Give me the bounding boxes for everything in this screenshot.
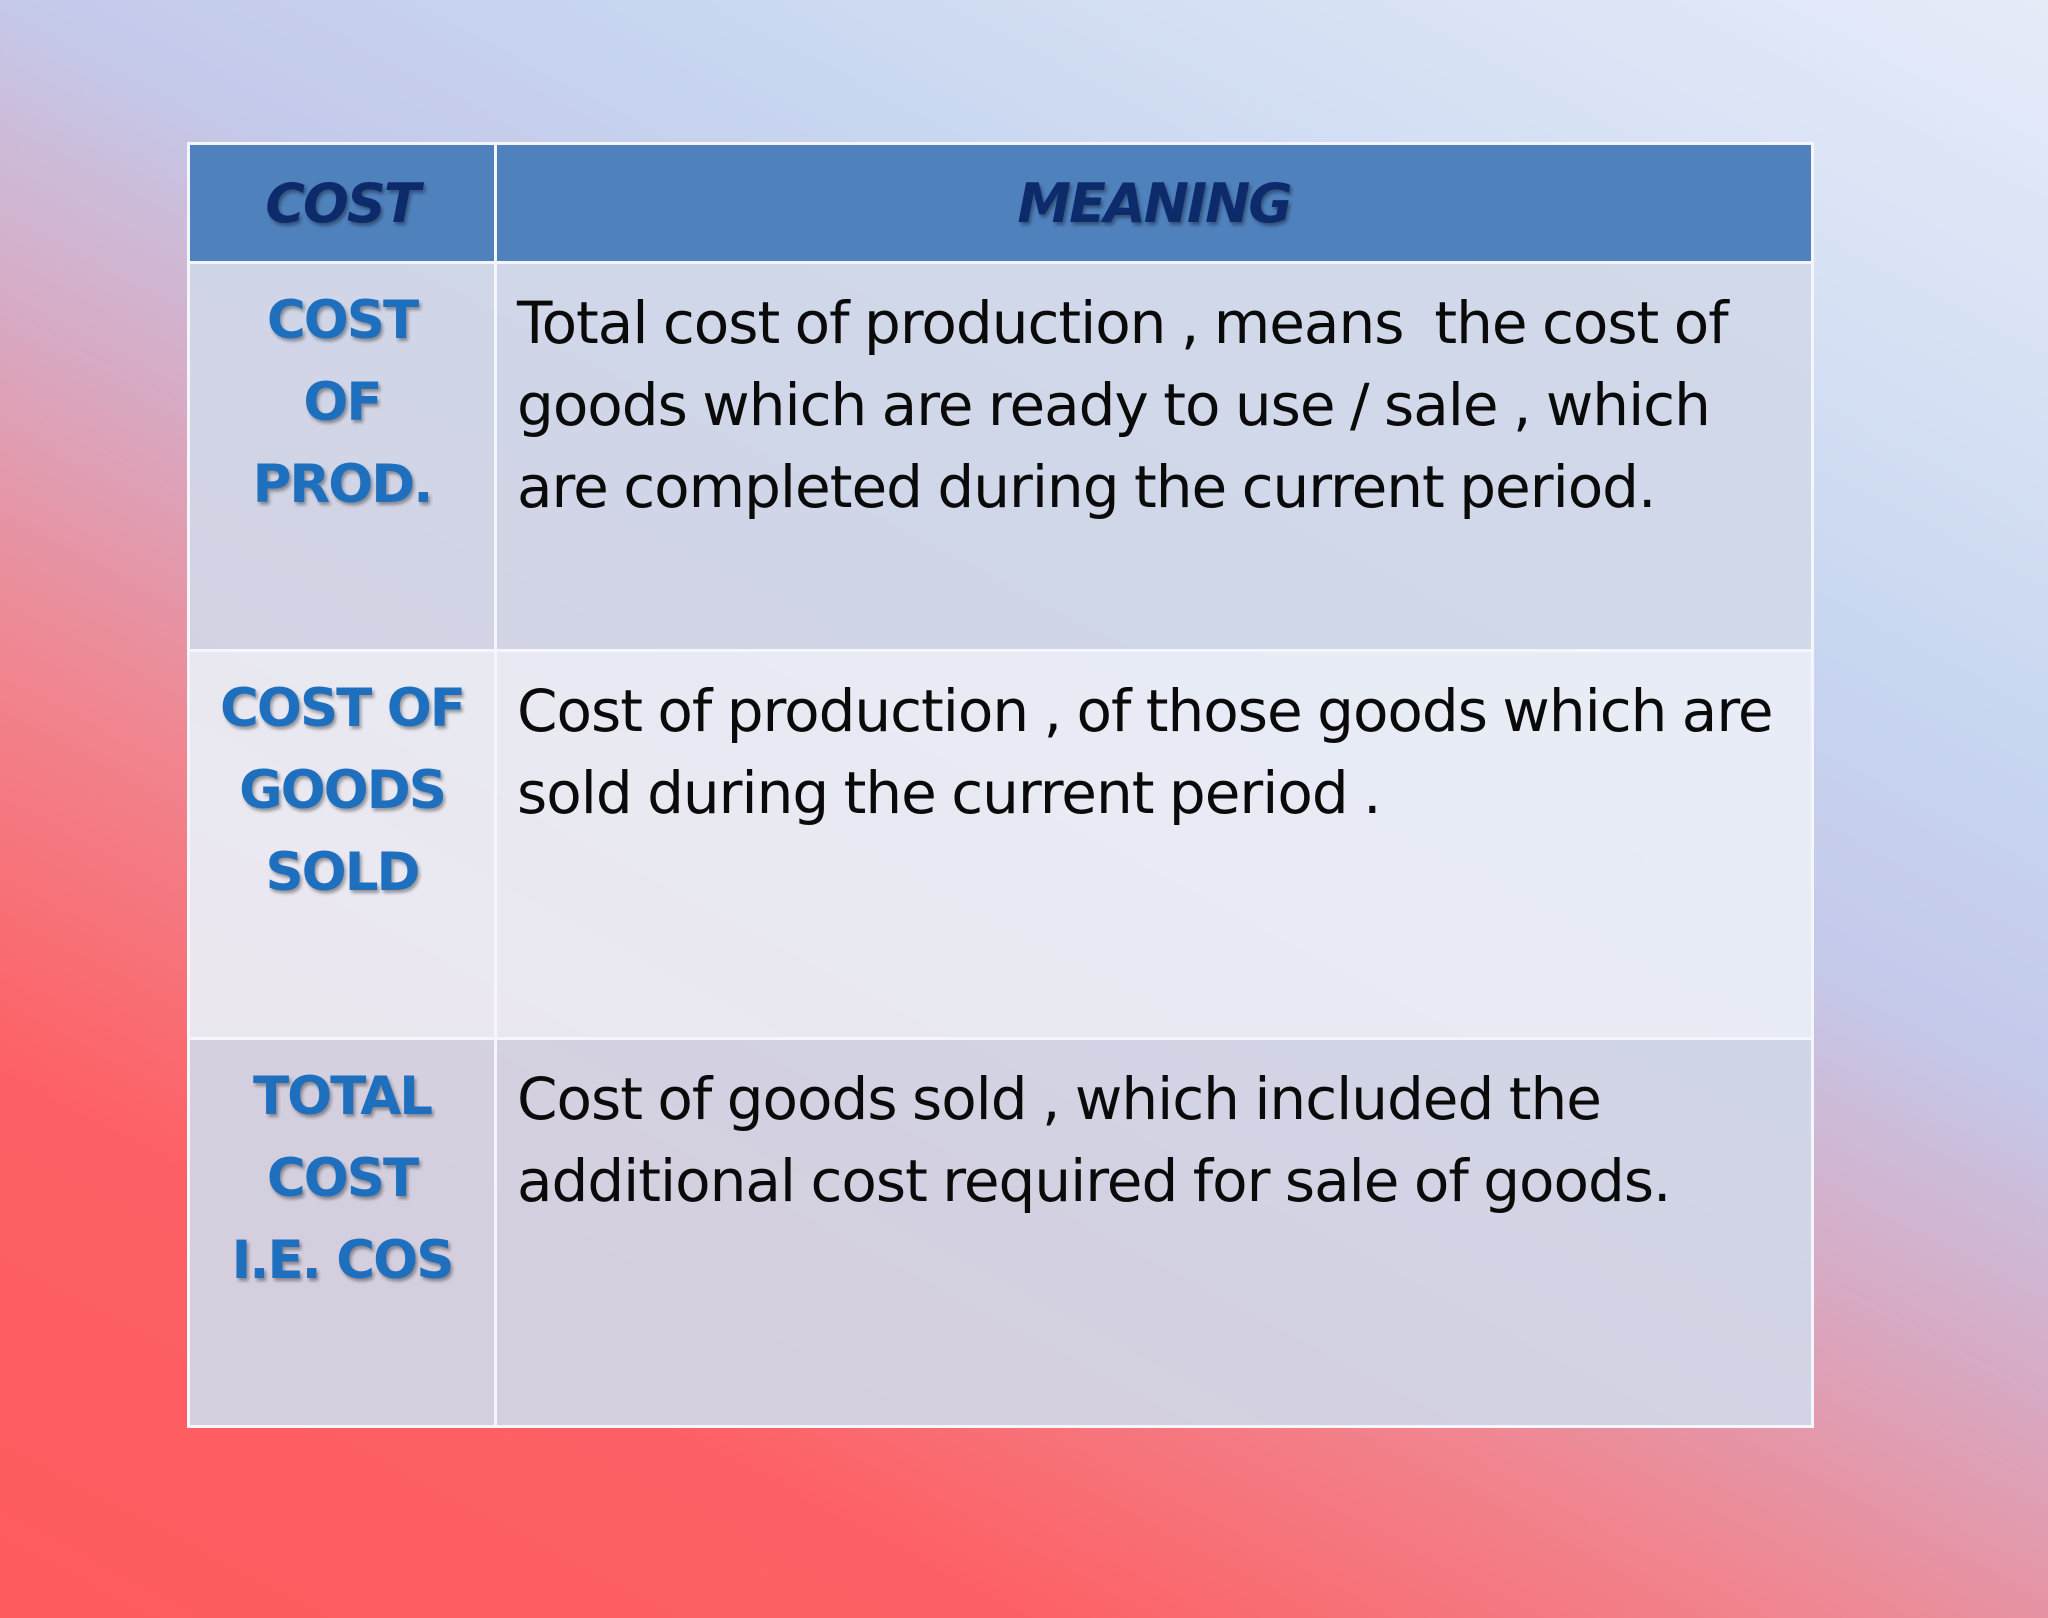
- cost-term-line: I.E. COS: [231, 1230, 455, 1291]
- header-cost: COST: [187, 142, 497, 264]
- table-row: COST OF GOODS SOLD Cost of production , …: [187, 649, 1814, 1040]
- header-meaning: MEANING: [494, 142, 1814, 264]
- cost-meaning-table: COST MEANING COST OF PROD. Total cost of…: [187, 142, 1814, 1428]
- cost-term-line: SOLD: [265, 842, 421, 903]
- header-row: COST MEANING: [187, 142, 1814, 264]
- table-body: COST OF PROD. Total cost of production ,…: [187, 261, 1814, 1428]
- cost-term-line: TOTAL: [252, 1066, 433, 1127]
- cost-term-line: COST: [266, 1148, 419, 1209]
- table-row: COST OF PROD. Total cost of production ,…: [187, 261, 1814, 652]
- meaning-cell: Total cost of production , means the cos…: [494, 261, 1814, 652]
- table-header: COST MEANING: [187, 142, 1814, 264]
- cost-cell: COST OF GOODS SOLD: [187, 649, 497, 1040]
- cost-cell: TOTAL COST I.E. COS: [187, 1037, 497, 1428]
- meaning-cell: Cost of production , of those goods whic…: [494, 649, 1814, 1040]
- cost-term-line: GOODS: [239, 760, 447, 821]
- cost-term-line: OF: [303, 372, 382, 433]
- cost-term-line: COST: [266, 290, 419, 351]
- cost-cell: COST OF PROD.: [187, 261, 497, 652]
- meaning-cell: Cost of goods sold , which included the …: [494, 1037, 1814, 1428]
- cost-term-line: COST OF: [220, 678, 466, 739]
- cost-term-line: PROD.: [252, 454, 434, 515]
- table-row: TOTAL COST I.E. COS Cost of goods sold ,…: [187, 1037, 1814, 1428]
